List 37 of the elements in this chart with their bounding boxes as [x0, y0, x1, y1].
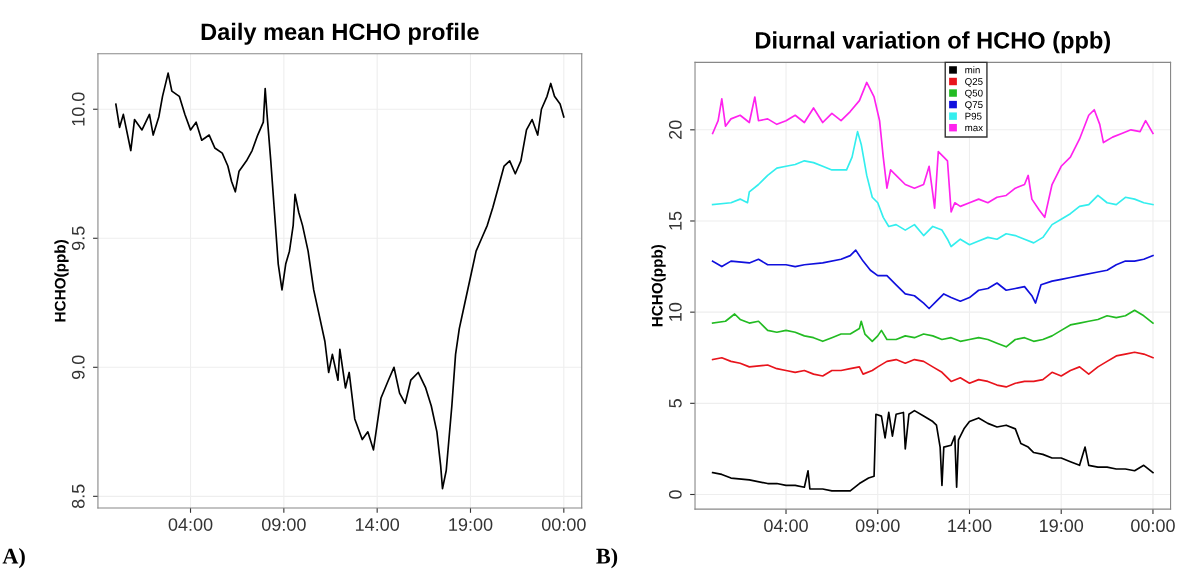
x-tick-label: 09:00 [855, 519, 900, 533]
x-tick-label: 04:00 [168, 518, 213, 531]
x-tick-label: 19:00 [449, 518, 493, 531]
text: B) [596, 548, 618, 569]
legend-label: Q75 [965, 101, 983, 110]
line-series [115, 72, 565, 490]
chart-title: Diurnal variation of HCHO (ppb) [755, 31, 1111, 54]
legend-label: Q25 [965, 78, 983, 87]
legend-label: min [965, 66, 980, 74]
line-series [711, 409, 1154, 492]
y-tick-label: 5 [669, 399, 682, 408]
text: A) [2, 548, 25, 569]
y-tick-label: 9.5 [71, 226, 85, 250]
y-tick-label: 0 [668, 490, 682, 499]
y-axis-title: HCHO(ppb) [54, 240, 69, 322]
x-tick-label: 09:00 [261, 518, 306, 531]
legend-label: max [965, 125, 983, 132]
line-series [711, 249, 1154, 310]
y-tick-label: 10.0 [71, 92, 85, 126]
y-axis-title: HCHO(ppb) [651, 244, 666, 327]
legend-label: Q50 [965, 89, 983, 99]
line-series [711, 351, 1154, 388]
x-tick-label: 14:00 [948, 519, 992, 533]
y-tick-label: 10 [668, 302, 682, 321]
y-tick-label: 9.0 [71, 355, 85, 379]
x-tick-label: 04:00 [764, 519, 808, 533]
line-series [711, 130, 1154, 248]
y-tick-label: 20 [668, 120, 682, 139]
line-series [711, 309, 1154, 348]
x-tick-label: 19:00 [1040, 519, 1084, 533]
legend-label: P95 [965, 112, 982, 120]
x-tick-label: 14:00 [355, 518, 400, 531]
chart-title: Daily mean HCHO profile [201, 22, 479, 45]
x-tick-label: 00:00 [1131, 519, 1175, 533]
x-tick-label: 00:00 [541, 518, 586, 531]
y-tick-label: 8.5 [71, 484, 85, 509]
y-tick-label: 15 [669, 211, 682, 230]
